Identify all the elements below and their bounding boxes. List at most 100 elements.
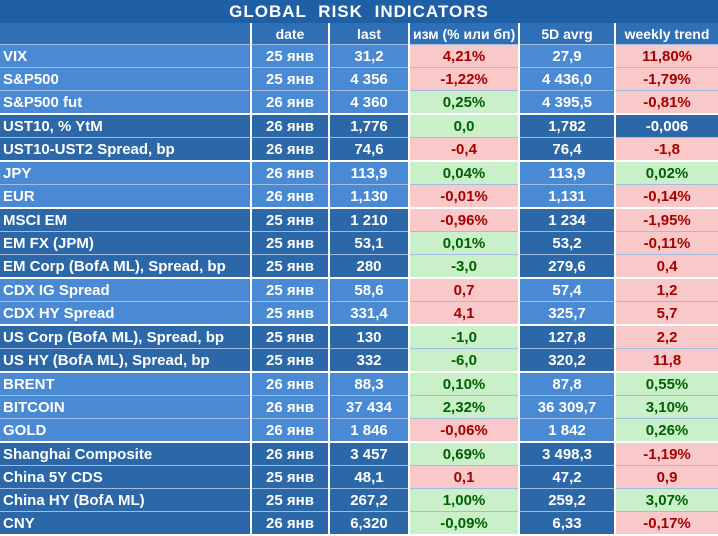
change-cell: 4,21% (409, 44, 520, 68)
last-value-cell: 113,9 (329, 161, 410, 185)
date-cell: 26 янв (251, 137, 330, 162)
indicator-name: China HY (BofA ML) (0, 488, 252, 512)
change-cell: 2,32% (409, 395, 520, 419)
weekly-trend-cell: -1,19% (615, 442, 718, 466)
five-day-avg-cell: 27,9 (519, 44, 616, 68)
table-row: BRENT 26 янв 88,3 0,10% 87,8 0,55% (0, 372, 718, 396)
column-header-date: date (251, 23, 330, 45)
weekly-trend-cell: 2,2 (615, 325, 718, 349)
five-day-avg-cell: 1,131 (519, 184, 616, 209)
indicator-name: US HY (BofA ML), Spread, bp (0, 348, 252, 373)
date-cell: 25 янв (251, 208, 330, 232)
column-header-weekly-trend: weekly trend (615, 23, 718, 45)
change-cell: 0,7 (409, 278, 520, 302)
date-cell: 25 янв (251, 44, 330, 68)
table-row: China 5Y CDS 25 янв 48,1 0,1 47,2 0,9 (0, 465, 718, 489)
five-day-avg-cell: 1 234 (519, 208, 616, 232)
last-value-cell: 1 846 (329, 418, 410, 443)
date-cell: 25 янв (251, 325, 330, 349)
table-row: UST10, % YtM 26 янв 1,776 0,0 1,782 -0,006 (0, 114, 718, 138)
date-cell: 26 янв (251, 184, 330, 209)
weekly-trend-cell: 11,8 (615, 348, 718, 373)
five-day-avg-cell: 6,33 (519, 511, 616, 536)
date-cell: 26 янв (251, 442, 330, 466)
weekly-trend-cell: 3,10% (615, 395, 718, 419)
indicator-name: CDX HY Spread (0, 301, 252, 326)
indicator-name: EM FX (JPM) (0, 231, 252, 255)
column-header-change: изм (% или бп) (409, 23, 520, 45)
change-cell: -0,09% (409, 511, 520, 536)
last-value-cell: 3 457 (329, 442, 410, 466)
date-cell: 26 янв (251, 161, 330, 185)
last-value-cell: 1,130 (329, 184, 410, 209)
table-row: Shanghai Composite 26 янв 3 457 0,69% 3 498,… (0, 442, 718, 466)
change-cell: 0,0 (409, 114, 520, 138)
change-cell: -3,0 (409, 254, 520, 279)
last-value-cell: 1,776 (329, 114, 410, 138)
last-value-cell: 37 434 (329, 395, 410, 419)
weekly-trend-cell: -0,17% (615, 511, 718, 536)
five-day-avg-cell: 76,4 (519, 137, 616, 162)
weekly-trend-cell: 0,55% (615, 372, 718, 396)
weekly-trend-cell: 11,80% (615, 44, 718, 68)
five-day-avg-cell: 4 395,5 (519, 90, 616, 115)
indicator-name: BITCOIN (0, 395, 252, 419)
five-day-avg-cell: 53,2 (519, 231, 616, 255)
five-day-avg-cell: 36 309,7 (519, 395, 616, 419)
indicator-name: S&P500 fut (0, 90, 252, 115)
last-value-cell: 332 (329, 348, 410, 373)
last-value-cell: 88,3 (329, 372, 410, 396)
table-row: GOLD 26 янв 1 846 -0,06% 1 842 0,26% (0, 418, 718, 443)
weekly-trend-cell: -0,81% (615, 90, 718, 115)
change-cell: -1,22% (409, 67, 520, 91)
table-row: MSCI EM 25 янв 1 210 -0,96% 1 234 -1,95% (0, 208, 718, 232)
table-row: S&P500 25 янв 4 356 -1,22% 4 436,0 -1,79% (0, 67, 718, 91)
weekly-trend-cell: -0,11% (615, 231, 718, 255)
last-value-cell: 331,4 (329, 301, 410, 326)
date-cell: 25 янв (251, 488, 330, 512)
last-value-cell: 267,2 (329, 488, 410, 512)
indicator-name: VIX (0, 44, 252, 68)
column-header-name (0, 23, 252, 45)
weekly-trend-cell: -1,95% (615, 208, 718, 232)
change-cell: -6,0 (409, 348, 520, 373)
indicator-name: CDX IG Spread (0, 278, 252, 302)
five-day-avg-cell: 3 498,3 (519, 442, 616, 466)
weekly-trend-cell: -0,006 (615, 114, 718, 138)
change-cell: -0,96% (409, 208, 520, 232)
five-day-avg-cell: 320,2 (519, 348, 616, 373)
change-cell: -0,01% (409, 184, 520, 209)
indicator-name: Shanghai Composite (0, 442, 252, 466)
change-cell: -0,4 (409, 137, 520, 162)
five-day-avg-cell: 87,8 (519, 372, 616, 396)
date-cell: 26 янв (251, 90, 330, 115)
change-cell: -0,06% (409, 418, 520, 443)
weekly-trend-cell: -0,14% (615, 184, 718, 209)
weekly-trend-cell: 1,2 (615, 278, 718, 302)
table-row: S&P500 fut 26 янв 4 360 0,25% 4 395,5 -0,81% (0, 90, 718, 115)
table-row: US Corp (BofA ML), Spread, bp 25 янв 130 -1… (0, 325, 718, 349)
indicator-name: S&P500 (0, 67, 252, 91)
last-value-cell: 280 (329, 254, 410, 279)
table-row: CDX IG Spread 25 янв 58,6 0,7 57,4 1,2 (0, 278, 718, 302)
last-value-cell: 48,1 (329, 465, 410, 489)
date-cell: 25 янв (251, 67, 330, 91)
five-day-avg-cell: 4 436,0 (519, 67, 616, 91)
table-row: EUR 26 янв 1,130 -0,01% 1,131 -0,14% (0, 184, 718, 209)
five-day-avg-cell: 1,782 (519, 114, 616, 138)
date-cell: 26 янв (251, 511, 330, 536)
date-cell: 25 янв (251, 278, 330, 302)
column-header-5d-avg: 5D avrg (519, 23, 616, 45)
indicator-name: JPY (0, 161, 252, 185)
change-cell: 0,04% (409, 161, 520, 185)
table-row: EM Corp (BofA ML), Spread, bp 25 янв 280 -3… (0, 254, 718, 279)
indicator-name: UST10-UST2 Spread, bp (0, 137, 252, 162)
five-day-avg-cell: 279,6 (519, 254, 616, 279)
table-header-row: date last изм (% или бп) 5D avrg weekly … (0, 23, 718, 45)
change-cell: 1,00% (409, 488, 520, 512)
five-day-avg-cell: 47,2 (519, 465, 616, 489)
last-value-cell: 1 210 (329, 208, 410, 232)
weekly-trend-cell: 0,9 (615, 465, 718, 489)
last-value-cell: 6,320 (329, 511, 410, 536)
last-value-cell: 4 360 (329, 90, 410, 115)
